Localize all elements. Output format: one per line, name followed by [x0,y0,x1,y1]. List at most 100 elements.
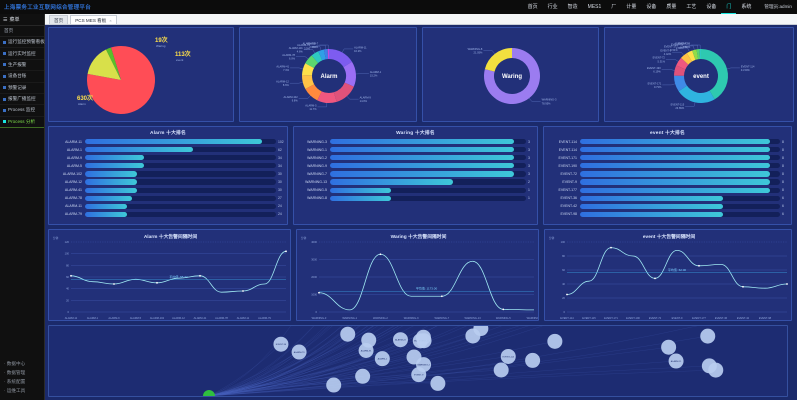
bar-value-label: 8 [782,163,784,168]
network-node[interactable] [661,339,677,355]
top-nav-item-3[interactable]: MES1 [587,4,602,10]
sidebar-bottom-item-3[interactable]: · 运维工具 [4,388,26,394]
sidebar-header[interactable]: ☰ 菜单 [0,14,44,26]
bullet-icon [3,52,6,56]
sidebar-item-5[interactable]: 报警广播监控 [0,94,44,106]
top-nav-item-8[interactable]: 工艺 [686,4,697,10]
bar-value-label: 8 [782,139,784,144]
sidebar-item-4[interactable]: 预警记录 [0,83,44,94]
line-chart-title: Waring 十大告警间隔时间 [391,233,447,240]
bar-value-label: 62 [278,147,282,152]
network-node[interactable] [415,329,431,345]
y-axis-tick: 3000 [311,258,317,262]
bar-row: EVENT-42 6 [546,202,789,210]
network-node[interactable] [430,375,446,391]
donut-label-name: ALARM-79 [297,43,310,47]
x-axis-tick: WARNING-5 [496,316,511,320]
network-node[interactable] [493,362,509,378]
network-node[interactable] [406,349,422,365]
top-nav-item-2[interactable]: 智造 [567,4,578,10]
network-node[interactable] [525,352,541,368]
donut-label-name: ALARM-102 [284,95,299,99]
sidebar-bottom-item-1[interactable]: · 数据管理 [4,370,26,376]
network-node[interactable] [465,328,481,344]
bar-value-label: 30 [278,171,282,176]
top-nav-item-6[interactable]: 设备 [646,4,657,10]
bar-track [580,211,780,217]
bar-row: WARNING-8 1 [296,194,535,202]
top-nav-item-9[interactable]: 设备 [706,4,717,10]
network-edge [208,336,708,396]
donut-label-percent: 23.89% [675,106,684,110]
bar-row: ALARM-5 34 [51,162,285,170]
top-nav-item-0[interactable]: 首页 [527,4,538,10]
network-node[interactable] [701,358,717,374]
sidebar-bottom-item-2[interactable]: · 系统配置 [4,379,26,385]
sidebar-item-6[interactable]: Process 监控 [0,105,44,117]
donut-label-percent: 15.2% [370,74,378,78]
sidebar-bottom-item-0[interactable]: · 数据中心 [4,360,26,366]
sidebar-item-label: 生产报警 [8,61,27,67]
donut-leader-line [684,102,695,107]
top-nav-item-11[interactable]: 系统 [741,4,752,10]
tab-0[interactable]: 首页 [49,15,69,24]
network-node-label: WARNING-2 [417,363,430,366]
sidebar-item-2[interactable]: 生产报警 [0,60,44,72]
donut-slice-ALARM-5 [317,91,337,104]
network-node[interactable] [291,344,307,360]
bar-value-label: 8 [782,180,784,185]
card-bar-event: event 十大排名 EVENT-114 8 EVENT-114 8 EVENT-171… [543,126,792,225]
network-node[interactable] [668,353,684,369]
bar-row: ALARM-78 27 [51,194,285,202]
network-node[interactable] [411,367,427,383]
sidebar-item-3[interactable]: 设备台账 [0,71,44,83]
network-node[interactable] [547,333,563,349]
top-nav-item-1[interactable]: 行业 [547,4,558,10]
network-node[interactable] [500,348,516,364]
sidebar-item-1[interactable]: 运行实时监控 [0,48,44,60]
network-node[interactable] [374,351,390,367]
top-nav-item-5[interactable]: 计量 [626,4,637,10]
line-data-point [440,295,443,298]
bar-fill [580,195,723,201]
close-icon[interactable]: × [109,18,112,23]
donut-slice-ALARM-7 [327,49,330,60]
card-line-event: event 十大告警间隔时间 分钟 0 20 40 60 80 100 平均值: 62.00 EV… [544,229,792,321]
network-node[interactable] [340,326,356,342]
network-node[interactable] [700,328,716,344]
network-root-node[interactable] [203,390,215,397]
network-edge [208,347,669,396]
bar-track [85,155,276,161]
network-graph: ALARM-11 ALARM-1 ALARM-79 EVENT-114 WARNING-… [203,326,724,397]
bar-track [580,163,780,169]
top-nav-item-7[interactable]: 质量 [666,4,677,10]
network-node[interactable] [326,377,342,393]
bar-track [330,187,526,193]
bar-row: WARNING-7 3 [296,170,535,178]
network-node[interactable] [273,336,289,352]
donut-label-name: EVENT-177 [664,44,678,48]
event-line-chart: event 十大告警间隔时间 分钟 0 20 40 60 80 100 平均值: 62.00 EV… [549,233,788,320]
bar-value-label: 6 [782,212,784,217]
network-node[interactable] [392,332,408,348]
sidebar-item-0[interactable]: 运行监控预警看板 [0,37,45,49]
x-axis-tick: ALARM-78 [215,316,228,320]
sidebar-item-7[interactable]: Process 分析 [0,117,44,128]
bar-fill [85,187,138,193]
current-user-label[interactable]: 管理员:admin [764,4,792,9]
bar-track [580,179,780,185]
tab-1[interactable]: PCS MES 看板 × [70,15,117,24]
top-nav-item-4[interactable]: 厂 [611,4,617,10]
donut-leader-line [317,102,328,108]
bar-fill [580,147,771,153]
x-axis-tick: EVENT-9 [672,316,683,320]
tab-label: PCS MES 看板 [75,18,107,23]
network-node[interactable] [361,332,377,348]
bar-row: WARNING-5 1 [296,186,535,194]
bar-track [330,163,526,169]
bar-fill [85,147,193,153]
top-nav-item-10[interactable]: 门 [721,0,737,14]
network-node[interactable] [355,368,371,384]
donut-leader-line [665,59,679,62]
line-data-point [610,246,612,249]
